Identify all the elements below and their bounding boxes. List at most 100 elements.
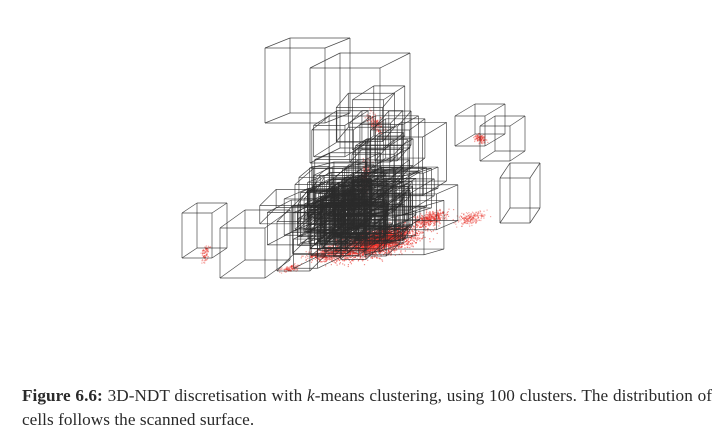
- point: [474, 216, 476, 218]
- point: [288, 267, 290, 269]
- point: [426, 219, 428, 221]
- point: [470, 218, 472, 220]
- point: [336, 257, 338, 259]
- point: [207, 257, 209, 260]
- point: [331, 260, 333, 263]
- point: [428, 213, 430, 215]
- point: [391, 244, 393, 246]
- point: [291, 266, 293, 268]
- point: [331, 254, 333, 256]
- point: [476, 136, 478, 138]
- point: [453, 222, 455, 224]
- point: [343, 239, 345, 241]
- point: [445, 213, 447, 215]
- point: [481, 213, 483, 215]
- point: [288, 267, 290, 269]
- point: [371, 118, 373, 120]
- point: [286, 268, 288, 270]
- point: [414, 237, 416, 239]
- point: [475, 211, 477, 213]
- point: [375, 128, 377, 130]
- point: [329, 255, 331, 257]
- point: [371, 125, 373, 127]
- point: [291, 265, 293, 267]
- point: [464, 221, 466, 223]
- point: [430, 215, 432, 217]
- point: [206, 254, 208, 256]
- point: [372, 123, 374, 125]
- point: [476, 135, 478, 137]
- point: [291, 265, 293, 267]
- point: [368, 119, 370, 122]
- point: [317, 257, 319, 259]
- point: [337, 252, 339, 254]
- point: [363, 253, 365, 255]
- point: [470, 218, 473, 220]
- point: [207, 245, 209, 247]
- point: [372, 119, 374, 121]
- point: [469, 217, 471, 219]
- point: [394, 249, 396, 251]
- point: [362, 257, 364, 259]
- point: [481, 136, 483, 138]
- point: [476, 220, 478, 222]
- point: [479, 140, 481, 142]
- point: [204, 259, 207, 261]
- point: [328, 256, 330, 259]
- point: [342, 260, 344, 262]
- point: [438, 225, 440, 227]
- point: [363, 264, 366, 266]
- point: [289, 267, 291, 270]
- point: [406, 246, 408, 248]
- point: [361, 259, 363, 261]
- point: [470, 222, 472, 224]
- point: [305, 258, 307, 261]
- point: [421, 232, 423, 234]
- point: [398, 238, 400, 240]
- point: [372, 122, 374, 125]
- point: [424, 220, 426, 222]
- point: [416, 226, 418, 228]
- point: [472, 216, 474, 218]
- point: [461, 225, 463, 227]
- point: [382, 248, 384, 250]
- point: [483, 142, 485, 144]
- point: [480, 139, 482, 141]
- point: [438, 214, 440, 216]
- point: [360, 254, 362, 256]
- point: [299, 264, 301, 267]
- point: [206, 250, 208, 252]
- point: [408, 238, 410, 240]
- point: [291, 265, 293, 267]
- point: [330, 250, 332, 253]
- point: [373, 246, 375, 248]
- point: [463, 221, 466, 223]
- point: [202, 249, 204, 251]
- point: [372, 111, 374, 113]
- point: [483, 139, 485, 142]
- point: [462, 223, 464, 225]
- point: [467, 217, 469, 219]
- point: [386, 249, 388, 251]
- point: [374, 256, 376, 258]
- point: [205, 248, 207, 250]
- point: [467, 220, 469, 222]
- point: [372, 246, 374, 248]
- point: [405, 234, 407, 236]
- point: [464, 217, 466, 219]
- point: [330, 264, 332, 266]
- point: [204, 256, 206, 258]
- point: [367, 252, 369, 254]
- point: [201, 262, 203, 264]
- point: [206, 254, 208, 256]
- point: [470, 219, 472, 221]
- point: [416, 217, 418, 219]
- point: [375, 130, 377, 132]
- point: [365, 250, 367, 252]
- point: [288, 269, 290, 271]
- point: [335, 257, 337, 259]
- point: [421, 226, 423, 228]
- point: [480, 135, 482, 137]
- point: [392, 233, 394, 235]
- point: [399, 244, 401, 246]
